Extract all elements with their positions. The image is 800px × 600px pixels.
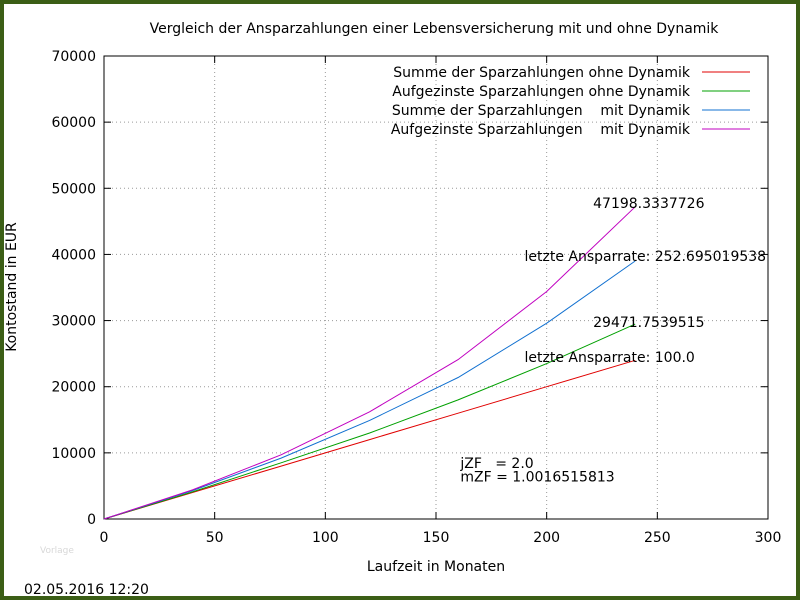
legend-label: Summe der Sparzahlungen ohne Dynamik xyxy=(393,65,691,81)
series-lines xyxy=(103,206,636,520)
series-line-1 xyxy=(103,359,636,520)
legend-label: Aufgezinste Sparzahlungen ohne Dynamik xyxy=(392,84,691,100)
chart-title: Vergleich der Ansparzahlungen einer Lebe… xyxy=(150,21,720,37)
grid xyxy=(104,56,768,519)
chart-window: 0 50 100 150 200 250 300 0 10000 20000 30000 40000 5… xyxy=(4,4,796,596)
x-axis-label: Laufzeit in Monaten xyxy=(367,559,505,575)
y-tick-label: 30000 xyxy=(51,314,96,330)
timestamp: 02.05.2016 12:20 xyxy=(24,582,149,596)
axis-ticks: 0 50 100 150 200 250 300 0 10000 20000 30000 40000 5… xyxy=(51,49,781,546)
watermark: Vorlage xyxy=(40,546,74,556)
x-tick-label: 300 xyxy=(755,530,782,546)
annotation-label: jZF = 2.0 xyxy=(459,456,533,472)
annotation-label: 47198.3337726 xyxy=(593,196,704,212)
x-tick-label: 200 xyxy=(533,530,560,546)
x-tick-label: 50 xyxy=(206,530,224,546)
series-line-2 xyxy=(103,323,636,520)
x-tick-label: 100 xyxy=(312,530,339,546)
y-tick-label: 60000 xyxy=(51,115,96,131)
x-tick-label: 0 xyxy=(100,530,109,546)
series-line-3 xyxy=(103,260,636,520)
y-tick-label: 20000 xyxy=(51,380,96,396)
x-tick-label: 250 xyxy=(644,530,671,546)
legend-label: Summe der Sparzahlungen mit Dynamik xyxy=(392,103,691,119)
annotation-label: 29471.7539515 xyxy=(593,315,704,331)
annotation-label: letzte Ansparrate: 252.695019538 xyxy=(525,249,767,265)
chart-canvas: 0 50 100 150 200 250 300 0 10000 20000 30000 40000 5… xyxy=(4,21,781,596)
y-tick-label: 50000 xyxy=(51,181,96,197)
annotation-label: letzte Ansparrate: 100.0 xyxy=(525,350,695,366)
legend-label: Aufgezinste Sparzahlungen mit Dynamik xyxy=(391,122,691,138)
series-line-4 xyxy=(103,206,636,520)
y-axis-label: Kontostand in EUR xyxy=(4,222,20,352)
y-tick-label: 10000 xyxy=(51,446,96,462)
annotation-label: mZF = 1.0016515813 xyxy=(460,469,614,485)
legend: Summe der Sparzahlungen ohne Dynamik Aufg… xyxy=(391,65,750,138)
y-tick-label: 0 xyxy=(87,512,96,528)
x-tick-label: 150 xyxy=(423,530,450,546)
y-tick-label: 40000 xyxy=(51,247,96,263)
y-tick-label: 70000 xyxy=(51,49,96,65)
annotations: 47198.3337726 letzte Ansparrate: 252.6950… xyxy=(459,196,766,485)
